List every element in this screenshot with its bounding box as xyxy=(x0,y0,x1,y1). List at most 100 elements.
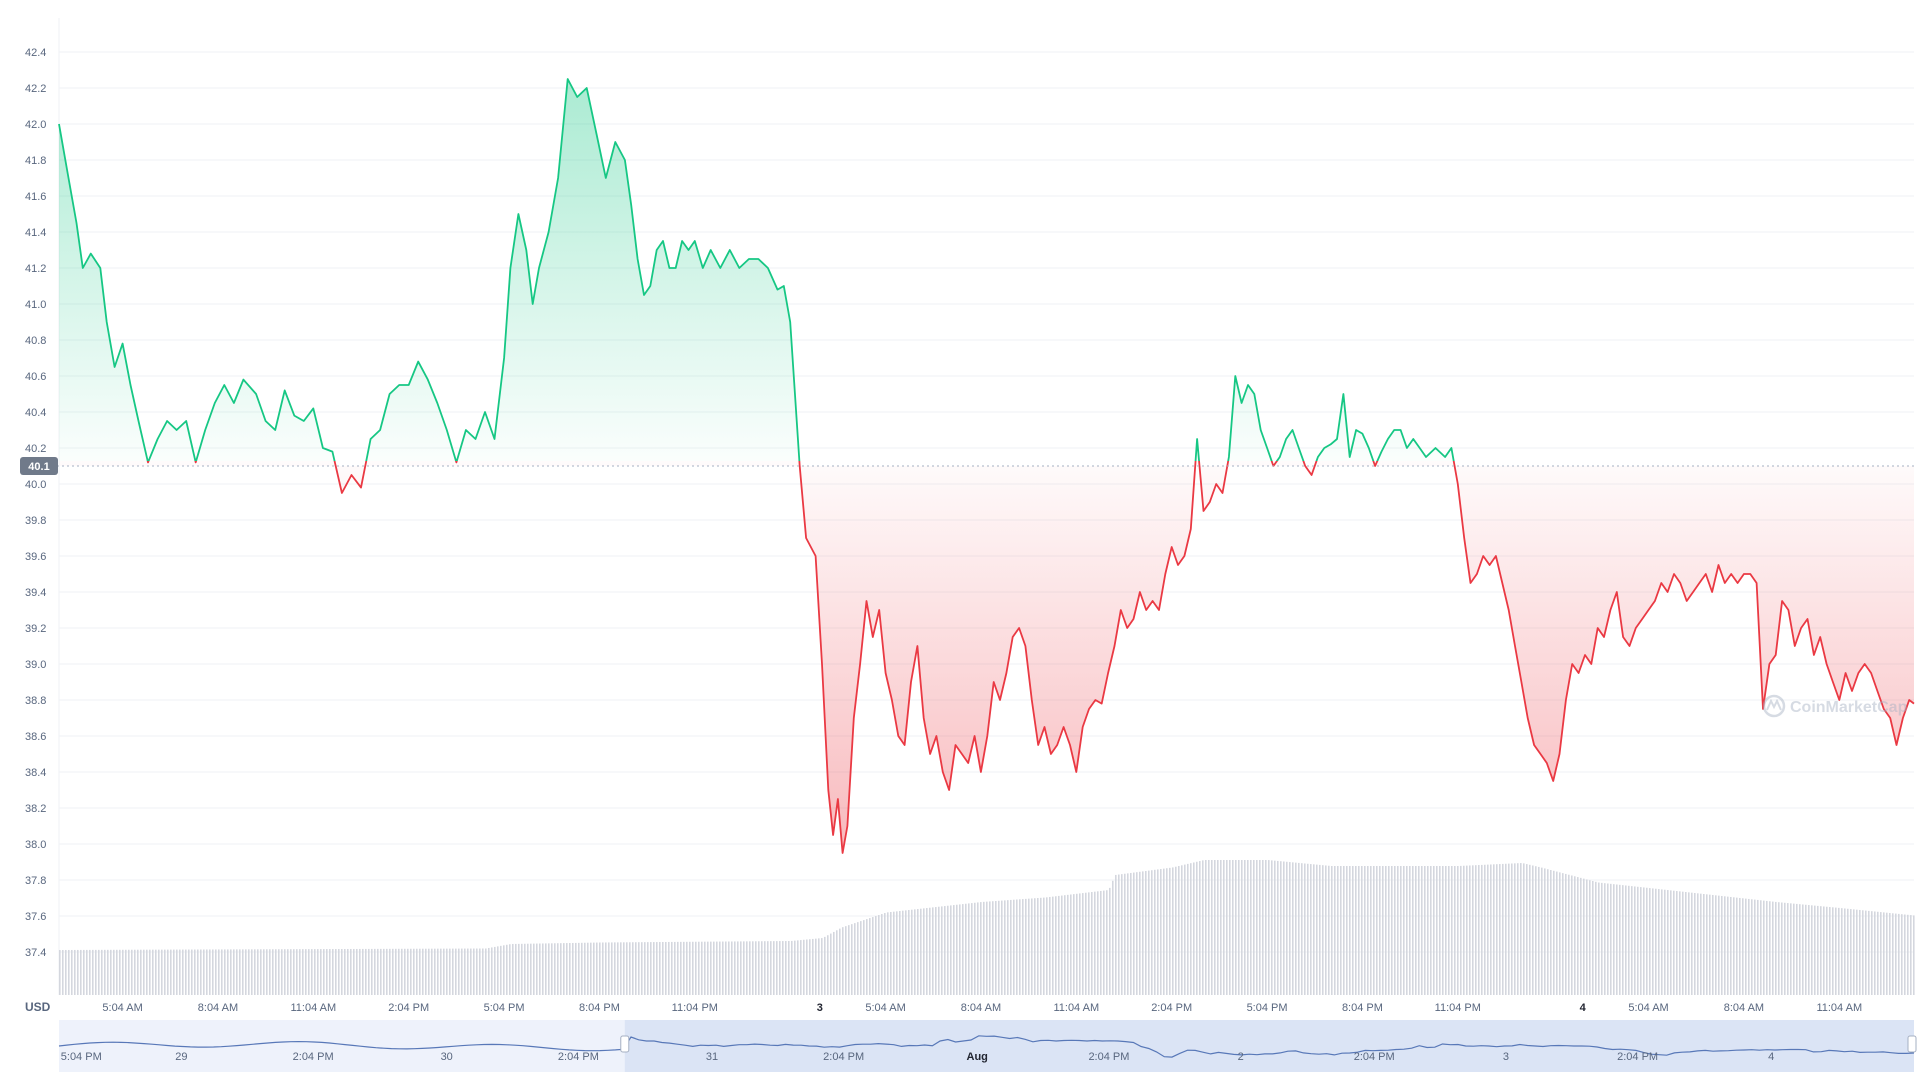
volume-bar xyxy=(83,949,85,995)
volume-bar xyxy=(1130,872,1132,995)
volume-bar xyxy=(80,949,82,995)
volume-bar xyxy=(233,949,235,995)
currency-label: USD xyxy=(25,1000,51,1014)
volume-bar xyxy=(1175,866,1177,995)
volume-bar xyxy=(962,904,964,995)
volume-bar xyxy=(587,942,589,995)
volume-bar xyxy=(1751,899,1753,995)
volume-bar xyxy=(770,941,772,995)
navigator-selection[interactable] xyxy=(624,1020,1914,1072)
volume-bar xyxy=(1685,892,1687,995)
volume-bar xyxy=(1370,866,1372,995)
volume-bar xyxy=(1490,864,1492,995)
range-navigator[interactable]: 5:04 PM 29 2:04 PM 30 2:04 PM 31 2:04 PM Aug 2:0… xyxy=(58,1020,1917,1072)
volume-bar xyxy=(728,941,730,995)
volume-bar xyxy=(785,941,787,995)
volume-bar xyxy=(1199,861,1201,995)
volume-bar xyxy=(1904,914,1906,995)
volume-bar xyxy=(1709,894,1711,995)
volume-bar xyxy=(863,920,865,995)
volume-bar xyxy=(425,948,427,995)
volume-bar xyxy=(245,949,247,995)
volume-bar xyxy=(1499,864,1501,995)
volume-bar xyxy=(659,942,661,995)
volume-bar xyxy=(1259,860,1261,995)
volume-bar xyxy=(1757,899,1759,995)
volume-bar xyxy=(1556,871,1558,995)
volume-bar xyxy=(167,949,169,995)
volume-bar xyxy=(500,945,502,995)
volume-bar xyxy=(1697,893,1699,995)
price-area xyxy=(59,79,1914,853)
y-tick-label: 41.2 xyxy=(25,263,46,275)
volume-bar xyxy=(1196,861,1198,995)
volume-bar xyxy=(509,944,511,995)
volume-bar xyxy=(365,948,367,995)
volume-bar xyxy=(1604,883,1606,995)
volume-bar xyxy=(1277,860,1279,995)
volume-bar xyxy=(761,941,763,995)
volume-bar xyxy=(1694,893,1696,995)
volume-bar xyxy=(1655,888,1657,995)
volume-bar xyxy=(983,901,985,995)
watermark: CoinMarketCap xyxy=(1762,694,1908,718)
volume-bar xyxy=(194,949,196,995)
volume-bar xyxy=(734,941,736,995)
volume-bar xyxy=(710,941,712,995)
volume-bar xyxy=(413,948,415,995)
volume-bar xyxy=(521,943,523,995)
volume-bar xyxy=(1472,865,1474,995)
volume-bar xyxy=(1406,866,1408,995)
volume-bar xyxy=(1184,864,1186,995)
volume-bar xyxy=(1358,866,1360,995)
volume-bar xyxy=(410,948,412,995)
volume-bar xyxy=(578,942,580,995)
volume-bar xyxy=(551,943,553,995)
price-area-up xyxy=(59,79,1454,461)
volume-bar xyxy=(1373,866,1375,995)
volume-bar xyxy=(1712,894,1714,995)
volume-bar xyxy=(845,926,847,995)
volume-bar xyxy=(887,912,889,995)
volume-bar xyxy=(1505,863,1507,995)
volume-bar xyxy=(1256,860,1258,995)
volume-bar xyxy=(1670,890,1672,995)
y-tick-label: 41.8 xyxy=(25,155,46,167)
volume-bar xyxy=(182,949,184,995)
volume-bar xyxy=(1421,866,1423,995)
volume-bar xyxy=(254,949,256,995)
volume-bar xyxy=(1592,881,1594,995)
volume-bar xyxy=(1442,866,1444,995)
volume-bar xyxy=(323,949,325,995)
volume-bar xyxy=(1745,898,1747,995)
volume-bar xyxy=(1523,863,1525,995)
volume-bar xyxy=(1064,895,1066,995)
volume-bar xyxy=(923,908,925,995)
volume-bar xyxy=(1739,897,1741,995)
volume-bar xyxy=(965,903,967,995)
navigator-handle-left[interactable] xyxy=(620,1035,630,1053)
navigator-label: 30 xyxy=(441,1051,453,1063)
volume-bar xyxy=(1070,894,1072,995)
volume-bar xyxy=(893,911,895,995)
volume-bar xyxy=(1790,903,1792,995)
volume-bar xyxy=(1334,866,1336,995)
volume-bar xyxy=(1742,898,1744,995)
volume-bar xyxy=(1340,866,1342,995)
volume-bar xyxy=(1139,871,1141,995)
volume-bar xyxy=(479,948,481,995)
volume-bar xyxy=(1325,865,1327,995)
volume-bar xyxy=(176,949,178,995)
navigator-handle-right[interactable] xyxy=(1907,1035,1917,1053)
volume-bar xyxy=(296,949,298,995)
volume-bar xyxy=(311,949,313,995)
volume-bar xyxy=(758,941,760,995)
volume-bar xyxy=(1847,908,1849,995)
volume-bar xyxy=(272,949,274,995)
x-tick-label: 11:04 AM xyxy=(290,1002,336,1014)
volume-bar xyxy=(998,900,1000,995)
volume-bar xyxy=(86,949,88,995)
volume-bar xyxy=(905,910,907,995)
reference-price-label: 40.1 xyxy=(28,461,49,473)
volume-bar xyxy=(149,949,151,995)
